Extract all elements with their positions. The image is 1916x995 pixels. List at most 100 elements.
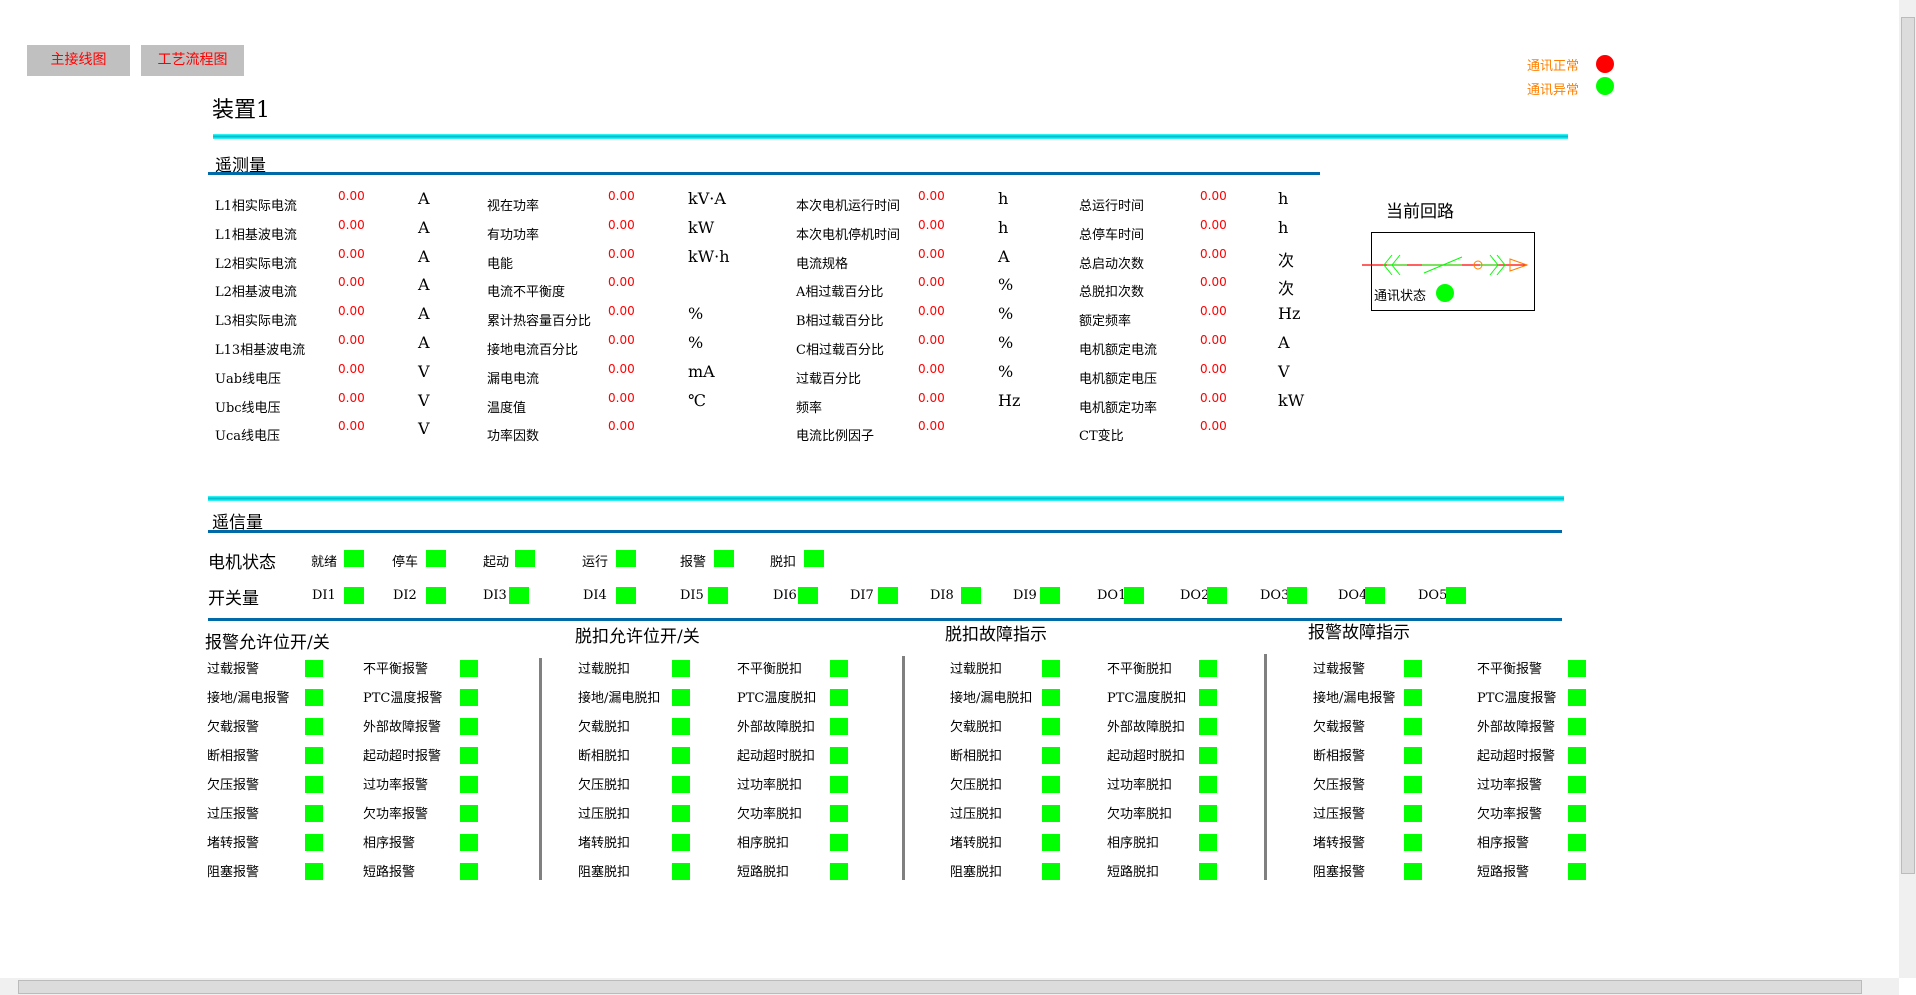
measure-value: 0.00 — [918, 217, 945, 232]
measure-label: 电流规格 — [796, 256, 849, 272]
alarm-label: 过载脱扣 — [578, 662, 631, 677]
alarm-label: 欠压报警 — [1313, 778, 1366, 793]
alarm-indicator — [1042, 718, 1060, 735]
measure-unit: 次 — [1278, 250, 1295, 270]
measure-value: 0.00 — [1200, 275, 1227, 290]
alarm-indicator — [1568, 776, 1586, 793]
alarm-indicator — [460, 834, 478, 851]
alarm-label: 欠载报警 — [1313, 720, 1366, 735]
vertical-scrollbar[interactable] — [1899, 0, 1916, 978]
motor-state-label: 报警 — [680, 555, 707, 570]
switch-label: DI2 — [393, 588, 417, 603]
alarm-label: 起动超时脱扣 — [1107, 749, 1186, 764]
measure-unit: h — [998, 217, 1009, 237]
switch-indicator — [878, 587, 898, 604]
alarm-label: 接地/漏电报警 — [207, 691, 290, 706]
group-separator — [902, 656, 905, 880]
measure-value: 0.00 — [918, 246, 945, 261]
measure-value: 0.00 — [608, 246, 635, 261]
measure-unit: % — [998, 361, 1014, 381]
switch-indicator — [708, 587, 728, 604]
alarm-indicator — [460, 660, 478, 677]
alarm-indicator — [1042, 776, 1060, 793]
group-separator — [539, 658, 542, 880]
measure-label: 频率 — [796, 400, 823, 416]
alarm-label: 堵转脱扣 — [578, 836, 631, 851]
alarm-label: 堵转报警 — [1313, 836, 1366, 851]
alarm-indicator — [305, 718, 323, 735]
motor-state-indicator — [714, 550, 734, 567]
alarm-label: 过载报警 — [1313, 662, 1366, 677]
alarm-indicator — [1568, 863, 1586, 880]
measure-label: 过载百分比 — [796, 371, 862, 387]
switch-label: 开关量 — [208, 589, 259, 609]
measure-label: B相过载百分比 — [796, 314, 884, 330]
alarm-indicator — [672, 747, 690, 764]
alarm-indicator — [672, 863, 690, 880]
measure-unit: kW — [688, 217, 715, 237]
alarm-indicator — [305, 747, 323, 764]
alarm-label: 外部故障脱扣 — [737, 720, 816, 735]
process-flow-button[interactable]: 工艺流程图 — [141, 45, 244, 76]
alarm-label: 不平衡脱扣 — [737, 662, 803, 677]
alarm-label: 过压脱扣 — [578, 807, 631, 822]
measure-unit: % — [998, 304, 1014, 324]
alarm-label: 短路报警 — [1477, 865, 1530, 880]
alarm-indicator — [1568, 689, 1586, 706]
alarm-indicator — [1568, 805, 1586, 822]
measure-unit: A — [998, 246, 1010, 266]
measure-unit: Hz — [1278, 304, 1301, 324]
measure-value: 0.00 — [918, 189, 945, 203]
measure-label: Ubc线电压 — [215, 400, 281, 416]
measure-unit: % — [688, 304, 704, 324]
alarm-label: 接地/漏电脱扣 — [950, 691, 1033, 706]
main-wiring-button[interactable]: 主接线图 — [27, 45, 130, 76]
horizontal-scrollbar-thumb[interactable] — [18, 980, 1862, 994]
alarm-label: 过压脱扣 — [950, 807, 1003, 822]
alarm-indicator — [672, 689, 690, 706]
alarm-indicator — [1199, 834, 1217, 851]
alarm-label: 相序报警 — [363, 836, 416, 851]
alarm-indicator — [460, 805, 478, 822]
horizontal-scrollbar[interactable] — [0, 978, 1899, 995]
measure-label: L2相实际电流 — [215, 256, 297, 272]
alarm-indicator — [460, 747, 478, 764]
device-title: 装置1 — [212, 98, 270, 123]
measure-label: CT变比 — [1079, 429, 1124, 445]
alarm-indicator — [460, 776, 478, 793]
comm-status-dot-icon — [1436, 284, 1454, 302]
vertical-scrollbar-thumb[interactable] — [1901, 17, 1915, 874]
alarm-indicator — [1042, 747, 1060, 764]
measure-value: 0.00 — [338, 217, 365, 232]
circuit-box: 通讯状态 — [1362, 232, 1535, 311]
measure-unit: % — [688, 333, 704, 352]
alarm-label: 起动超时报警 — [363, 749, 442, 764]
measure-value: 0.00 — [1200, 189, 1227, 203]
measure-value: 0.00 — [918, 333, 945, 347]
motor-state-label: 运行 — [582, 555, 609, 570]
switch-label: DI6 — [773, 588, 797, 603]
motor-state-label: 停车 — [392, 555, 419, 570]
measure-unit: A — [1278, 333, 1290, 352]
alarm-label: 断相脱扣 — [578, 749, 631, 764]
alarm-indicator — [1042, 689, 1060, 706]
alarm-indicator — [672, 660, 690, 677]
measure-label: 功率因数 — [487, 429, 540, 445]
alarm-indicator — [460, 863, 478, 880]
measure-label: L2相基波电流 — [215, 285, 297, 301]
alarm-indicator — [460, 689, 478, 706]
alarm-indicator — [672, 776, 690, 793]
measure-unit: h — [1278, 217, 1289, 237]
switch-indicator — [1207, 587, 1227, 604]
motor-state-indicator — [804, 550, 824, 567]
alarm-label: 短路脱扣 — [1107, 865, 1160, 880]
group-separator — [1264, 654, 1267, 880]
motor-state-indicator — [616, 550, 636, 567]
divider — [208, 172, 1320, 175]
alarm-indicator — [830, 689, 848, 706]
measure-unit: A — [418, 217, 430, 237]
alarm-indicator — [1042, 834, 1060, 851]
alarm-label: 欠载脱扣 — [578, 720, 631, 735]
alarm-indicator — [1568, 747, 1586, 764]
measure-label: Uca线电压 — [215, 429, 280, 445]
